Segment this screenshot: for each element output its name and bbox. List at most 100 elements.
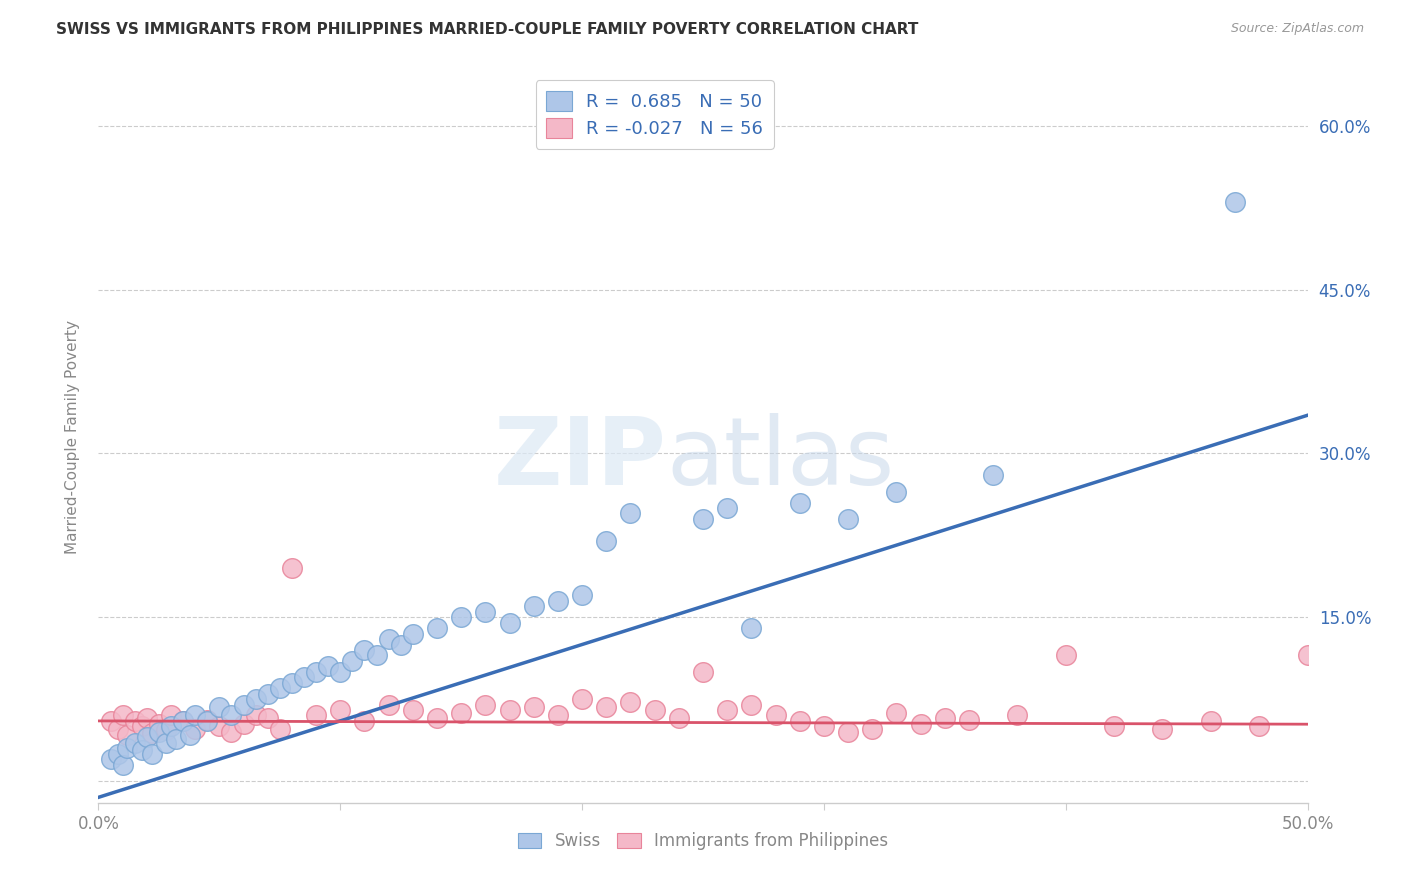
Point: [184, 708, 207, 723]
Point: [450, 706, 472, 721]
Point: [305, 665, 328, 679]
Point: [111, 757, 134, 772]
Point: [498, 703, 520, 717]
Point: [934, 711, 956, 725]
Point: [377, 698, 399, 712]
Point: [305, 708, 328, 723]
Point: [957, 713, 980, 727]
Point: [195, 714, 218, 728]
Point: [1296, 648, 1319, 663]
Point: [135, 731, 157, 745]
Point: [498, 615, 520, 630]
Point: [523, 699, 546, 714]
Point: [595, 533, 617, 548]
Point: [141, 747, 163, 761]
Point: [910, 717, 932, 731]
Point: [195, 713, 218, 727]
Point: [107, 722, 129, 736]
Point: [389, 638, 412, 652]
Point: [1054, 648, 1077, 663]
Point: [716, 703, 738, 717]
Point: [221, 708, 243, 723]
Point: [256, 711, 278, 725]
Point: [1249, 719, 1271, 733]
Point: [131, 719, 153, 733]
Point: [813, 719, 835, 733]
Point: [135, 711, 157, 725]
Y-axis label: Married-Couple Family Poverty: Married-Couple Family Poverty: [65, 320, 80, 554]
Point: [619, 695, 641, 709]
Point: [292, 670, 315, 684]
Point: [316, 659, 339, 673]
Point: [886, 706, 908, 721]
Point: [1007, 708, 1029, 723]
Point: [523, 599, 546, 614]
Point: [172, 714, 194, 728]
Point: [402, 703, 425, 717]
Point: [184, 722, 207, 736]
Point: [837, 512, 859, 526]
Point: [221, 724, 243, 739]
Point: [474, 605, 496, 619]
Point: [571, 588, 593, 602]
Point: [281, 561, 304, 575]
Point: [571, 692, 593, 706]
Point: [981, 468, 1004, 483]
Point: [131, 743, 153, 757]
Point: [329, 665, 352, 679]
Point: [245, 692, 267, 706]
Point: [1199, 714, 1222, 728]
Text: ZIP: ZIP: [494, 413, 666, 505]
Point: [245, 708, 267, 723]
Point: [366, 648, 388, 663]
Point: [117, 741, 139, 756]
Point: [426, 711, 449, 725]
Point: [353, 643, 375, 657]
Point: [208, 699, 231, 714]
Point: [692, 665, 714, 679]
Point: [353, 714, 375, 728]
Point: [148, 717, 170, 731]
Point: [860, 722, 883, 736]
Point: [256, 687, 278, 701]
Point: [232, 717, 254, 731]
Point: [595, 699, 617, 714]
Point: [765, 708, 787, 723]
Point: [208, 719, 231, 733]
Point: [789, 714, 811, 728]
Point: [402, 626, 425, 640]
Point: [426, 621, 449, 635]
Point: [117, 728, 139, 742]
Point: [155, 723, 177, 737]
Point: [1223, 195, 1246, 210]
Point: [269, 681, 291, 695]
Point: [644, 703, 666, 717]
Legend: Swiss, Immigrants from Philippines: Swiss, Immigrants from Philippines: [512, 825, 894, 856]
Point: [1152, 722, 1174, 736]
Point: [668, 711, 690, 725]
Point: [124, 714, 146, 728]
Point: [1102, 719, 1125, 733]
Point: [232, 698, 254, 712]
Point: [100, 714, 122, 728]
Point: [342, 654, 364, 668]
Point: [111, 708, 134, 723]
Point: [837, 724, 859, 739]
Point: [155, 736, 177, 750]
Point: [179, 728, 201, 742]
Point: [329, 703, 352, 717]
Point: [281, 675, 304, 690]
Point: [716, 501, 738, 516]
Point: [450, 610, 472, 624]
Point: [789, 495, 811, 509]
Point: [160, 708, 183, 723]
Point: [886, 484, 908, 499]
Point: [377, 632, 399, 646]
Point: [269, 722, 291, 736]
Point: [474, 698, 496, 712]
Point: [547, 708, 569, 723]
Point: [107, 747, 129, 761]
Point: [547, 594, 569, 608]
Text: SWISS VS IMMIGRANTS FROM PHILIPPINES MARRIED-COUPLE FAMILY POVERTY CORRELATION C: SWISS VS IMMIGRANTS FROM PHILIPPINES MAR…: [56, 22, 918, 37]
Point: [148, 724, 170, 739]
